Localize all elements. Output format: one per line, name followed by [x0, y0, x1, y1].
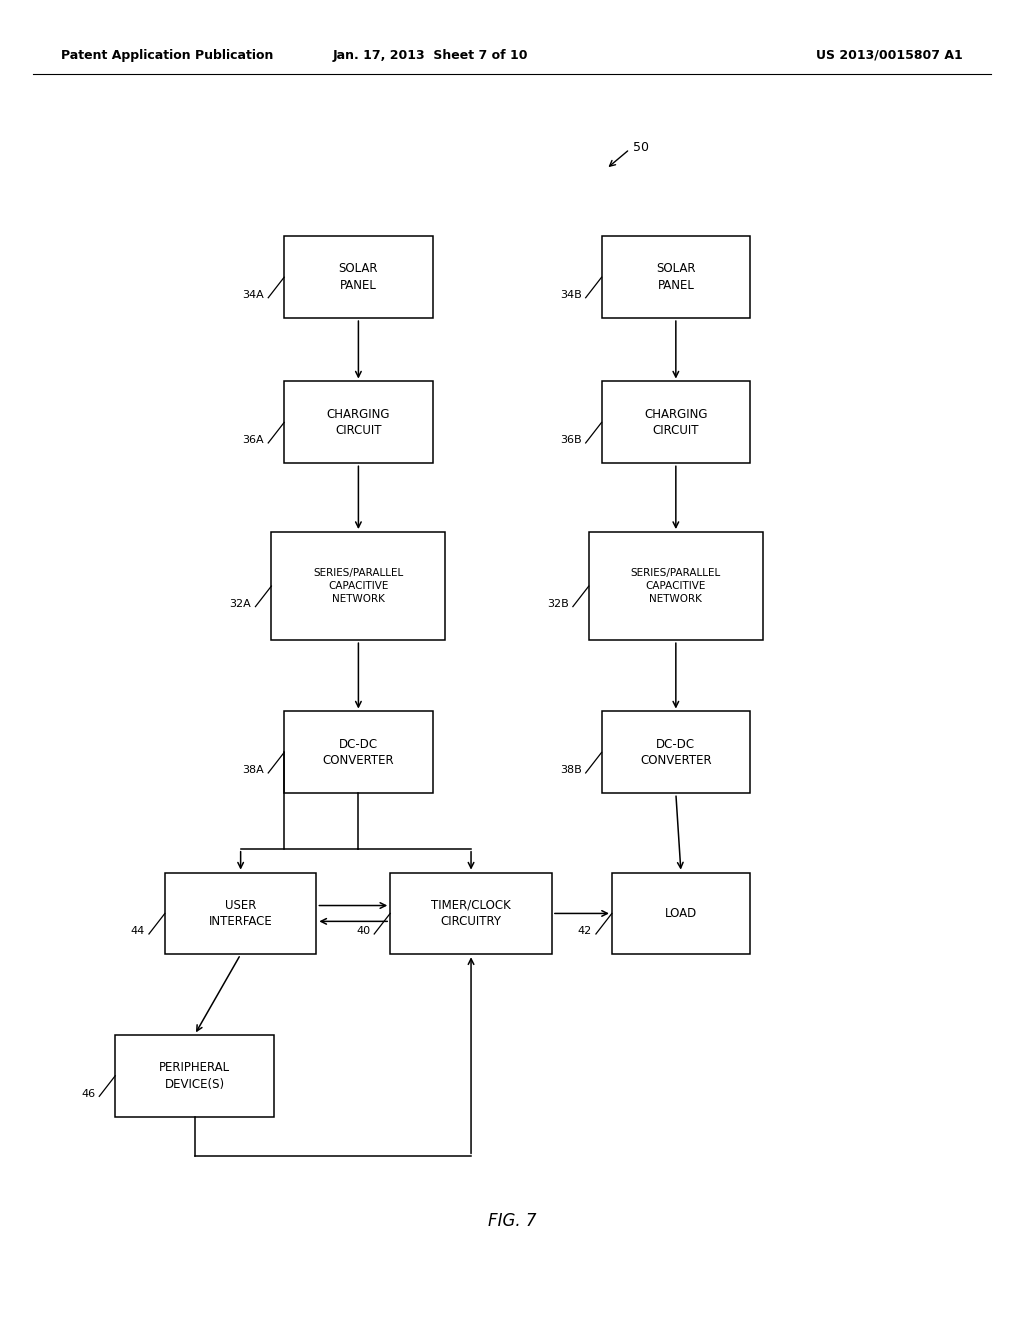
- Text: 44: 44: [131, 927, 144, 936]
- Text: US 2013/0015807 A1: US 2013/0015807 A1: [816, 49, 963, 62]
- Bar: [165, 873, 316, 954]
- Text: FIG. 7: FIG. 7: [487, 1212, 537, 1230]
- Text: 32B: 32B: [547, 599, 568, 609]
- Text: USER
INTERFACE: USER INTERFACE: [209, 899, 272, 928]
- Text: TIMER/CLOCK
CIRCUITRY: TIMER/CLOCK CIRCUITRY: [431, 899, 511, 928]
- Bar: [284, 381, 432, 463]
- Bar: [602, 711, 750, 793]
- Text: 38B: 38B: [560, 766, 582, 775]
- Text: DC-DC
CONVERTER: DC-DC CONVERTER: [640, 738, 712, 767]
- Text: SERIES/PARALLEL
CAPACITIVE
NETWORK: SERIES/PARALLEL CAPACITIVE NETWORK: [313, 569, 403, 603]
- Text: Jan. 17, 2013  Sheet 7 of 10: Jan. 17, 2013 Sheet 7 of 10: [333, 49, 527, 62]
- Text: SOLAR
PANEL: SOLAR PANEL: [339, 263, 378, 292]
- Text: 36B: 36B: [560, 436, 582, 445]
- Text: 34B: 34B: [560, 290, 582, 300]
- Bar: [271, 532, 445, 640]
- Text: LOAD: LOAD: [665, 907, 697, 920]
- Text: 40: 40: [356, 927, 370, 936]
- Bar: [589, 532, 763, 640]
- Text: 32A: 32A: [229, 599, 251, 609]
- Bar: [602, 236, 750, 318]
- Text: 34A: 34A: [243, 290, 264, 300]
- Bar: [602, 381, 750, 463]
- Text: CHARGING
CIRCUIT: CHARGING CIRCUIT: [644, 408, 708, 437]
- Text: SOLAR
PANEL: SOLAR PANEL: [656, 263, 695, 292]
- Text: SERIES/PARALLEL
CAPACITIVE
NETWORK: SERIES/PARALLEL CAPACITIVE NETWORK: [631, 569, 721, 603]
- Text: 42: 42: [578, 927, 592, 936]
- Bar: [284, 711, 432, 793]
- Text: PERIPHERAL
DEVICE(S): PERIPHERAL DEVICE(S): [159, 1061, 230, 1090]
- Bar: [284, 236, 432, 318]
- Text: 38A: 38A: [243, 766, 264, 775]
- Bar: [390, 873, 552, 954]
- Text: Patent Application Publication: Patent Application Publication: [61, 49, 273, 62]
- Text: DC-DC
CONVERTER: DC-DC CONVERTER: [323, 738, 394, 767]
- Bar: [115, 1035, 274, 1117]
- Bar: [612, 873, 750, 954]
- Text: 36A: 36A: [243, 436, 264, 445]
- Text: 50: 50: [633, 141, 649, 154]
- Text: CHARGING
CIRCUIT: CHARGING CIRCUIT: [327, 408, 390, 437]
- Text: 46: 46: [81, 1089, 95, 1098]
